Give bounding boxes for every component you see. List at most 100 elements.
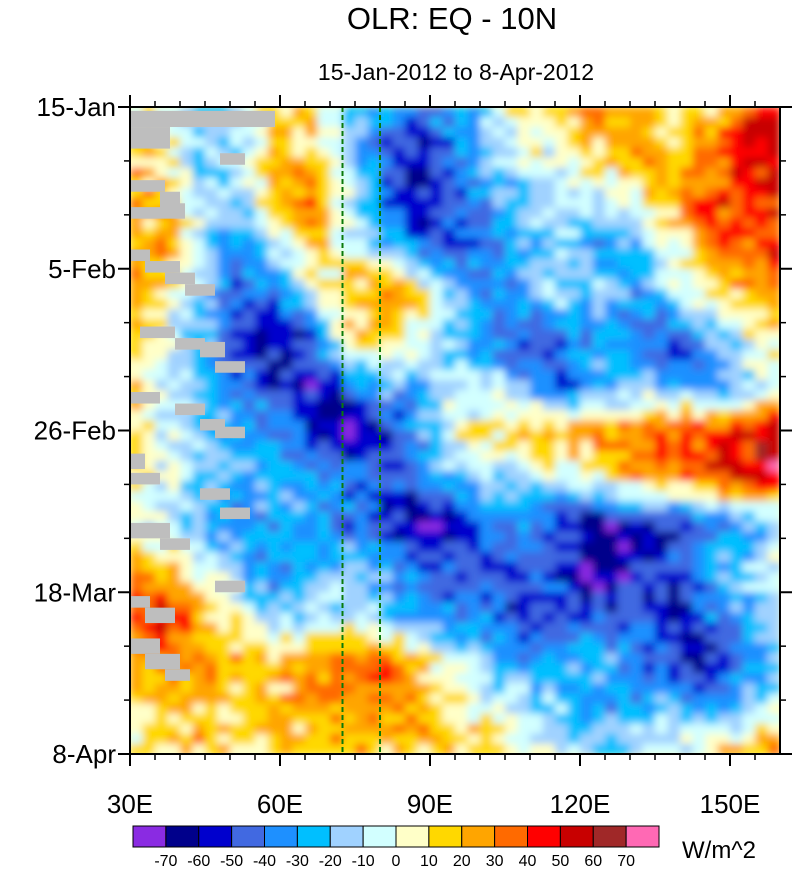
field-cell (280, 390, 294, 401)
field-cell (142, 157, 156, 169)
field-cell (217, 460, 231, 472)
field-cell (230, 632, 244, 644)
field-cell (480, 693, 494, 705)
field-cell (242, 390, 256, 401)
field-cell (655, 299, 669, 310)
field-cell (667, 521, 681, 533)
field-cell (655, 642, 669, 654)
field-cell (630, 299, 644, 310)
field-cell (405, 147, 419, 159)
field-cell (455, 258, 469, 270)
field-cell (155, 572, 169, 583)
field-cell (330, 268, 344, 280)
field-cell (305, 238, 319, 250)
field-cell (605, 491, 619, 503)
field-cell (692, 107, 706, 118)
field-cell (705, 561, 719, 573)
field-cell (305, 663, 319, 674)
field-cell (342, 491, 356, 503)
field-cell (317, 511, 331, 523)
field-cell (555, 390, 569, 401)
field-cell (592, 622, 606, 634)
field-cell (255, 703, 269, 715)
field-cell (492, 572, 506, 583)
field-cell (255, 511, 269, 523)
field-cell (605, 137, 619, 149)
field-cell (755, 481, 769, 492)
field-cell (717, 521, 731, 533)
field-cell (167, 278, 181, 290)
field-cell (305, 218, 319, 230)
field-cell (367, 673, 381, 685)
field-cell (392, 228, 406, 240)
field-cell (505, 359, 519, 371)
field-cell (342, 157, 356, 169)
x-tick-label: 60E (257, 789, 303, 819)
field-cell (580, 511, 594, 523)
field-cell (517, 400, 531, 412)
field-cell (455, 481, 469, 492)
field-cell (555, 400, 569, 412)
missing-data-patches (130, 110, 275, 681)
field-cell (255, 622, 269, 634)
field-cell (455, 531, 469, 543)
field-cell (292, 622, 306, 634)
field-cell (142, 622, 156, 634)
field-cell (717, 278, 731, 290)
field-cell (367, 541, 381, 553)
field-cell (680, 693, 694, 705)
field-cell (480, 278, 494, 290)
field-cell (292, 501, 306, 513)
field-cell (492, 400, 506, 412)
field-cell (542, 228, 556, 240)
field-cell (317, 379, 331, 391)
field-cell (555, 117, 569, 129)
field-cell (330, 167, 344, 179)
field-cell (730, 400, 744, 412)
field-cell (205, 561, 219, 573)
field-cell (667, 733, 681, 745)
field-cell (730, 572, 744, 583)
field-cell (642, 470, 656, 482)
field-cell (455, 157, 469, 169)
field-cell (292, 430, 306, 442)
field-cell (180, 642, 194, 654)
field-cell (355, 440, 369, 452)
field-cell (242, 551, 256, 563)
field-cell (405, 359, 419, 371)
field-cell (305, 602, 319, 614)
field-cell (317, 329, 331, 341)
field-cell (680, 238, 694, 250)
field-cell (442, 450, 456, 462)
field-cell (242, 359, 256, 371)
field-cell (417, 683, 431, 695)
field-cell (667, 572, 681, 583)
field-cell (542, 440, 556, 452)
field-cell (717, 410, 731, 422)
field-cell (305, 339, 319, 351)
field-cell (542, 258, 556, 270)
field-cell (292, 208, 306, 219)
field-cell (317, 107, 331, 118)
field-cell (192, 410, 206, 422)
field-cell (705, 400, 719, 412)
field-cell (417, 673, 431, 685)
field-cell (442, 167, 456, 179)
field-cell (617, 167, 631, 179)
field-cell (705, 501, 719, 513)
field-cell (417, 400, 431, 412)
field-cell (580, 572, 594, 583)
field-cell (205, 127, 219, 139)
field-cell (430, 582, 444, 594)
field-cell (467, 228, 481, 240)
field-cell (742, 248, 756, 260)
field-cell (305, 309, 319, 321)
field-cell (517, 450, 531, 462)
field-cell (455, 460, 469, 472)
field-cell (305, 551, 319, 563)
field-cell (230, 208, 244, 219)
field-cell (242, 470, 256, 482)
field-cell (317, 420, 331, 432)
field-cell (167, 572, 181, 583)
field-cell (342, 319, 356, 331)
